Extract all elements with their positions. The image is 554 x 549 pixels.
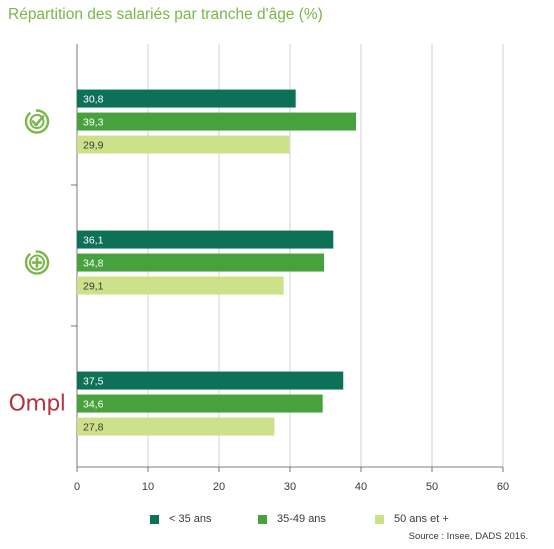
bar-value-label: 39,3 xyxy=(83,117,104,129)
legend-item: < 35 ans xyxy=(150,513,212,525)
check-circle-icon xyxy=(24,109,50,134)
x-tick-label: 60 xyxy=(497,481,509,493)
legend-item: 35-49 ans xyxy=(258,513,326,525)
bar-value-label: 34,6 xyxy=(83,399,104,411)
bar xyxy=(77,276,284,295)
bar-value-label: 27,8 xyxy=(83,422,104,434)
x-tick-label: 30 xyxy=(284,481,296,493)
category-icons: Ompl xyxy=(9,109,66,417)
legend-item: 50 ans et + xyxy=(375,513,449,525)
ompl-logo: Ompl xyxy=(9,392,66,417)
bar-value-label: 30,8 xyxy=(83,94,104,106)
bar xyxy=(77,394,323,413)
legend-swatch xyxy=(375,514,384,524)
x-tick-label: 40 xyxy=(355,481,367,493)
chart-title: Répartition des salariés par tranche d'â… xyxy=(8,6,323,23)
bar-value-label: 34,8 xyxy=(83,258,104,270)
legend-label: 50 ans et + xyxy=(394,513,449,525)
legend: < 35 ans 35-49 ans 50 ans et + xyxy=(150,513,530,529)
x-tick-label: 0 xyxy=(74,481,80,493)
x-tick-label: 10 xyxy=(142,481,154,493)
legend-label: < 35 ans xyxy=(169,513,212,525)
legend-swatch xyxy=(150,514,159,524)
ompl-logo-text: Ompl xyxy=(9,392,66,417)
bar xyxy=(77,230,334,249)
bar-value-label: 29,1 xyxy=(83,281,104,293)
bar xyxy=(77,371,344,390)
bar-value-label: 29,9 xyxy=(83,140,104,152)
axis-layer: 0 10 20 30 40 50 60 xyxy=(71,44,509,493)
bar-value-label: 37,5 xyxy=(83,376,104,388)
bar xyxy=(77,112,357,131)
bar-layer: 30,8 39,3 29,9 36,1 34,8 29,1 37,5 34,6 27,8 xyxy=(77,89,357,436)
bar xyxy=(77,89,296,108)
bar-value-label: 36,1 xyxy=(83,235,104,247)
source-note: Source : Insee, DADS 2016. xyxy=(408,531,528,542)
bar xyxy=(77,135,290,154)
plus-circle-icon xyxy=(24,250,50,275)
bar xyxy=(77,253,325,272)
legend-label: 35-49 ans xyxy=(277,513,326,525)
bar xyxy=(77,417,275,436)
x-tick-label: 20 xyxy=(213,481,225,493)
legend-swatch xyxy=(258,514,267,524)
x-tick-label: 50 xyxy=(426,481,438,493)
